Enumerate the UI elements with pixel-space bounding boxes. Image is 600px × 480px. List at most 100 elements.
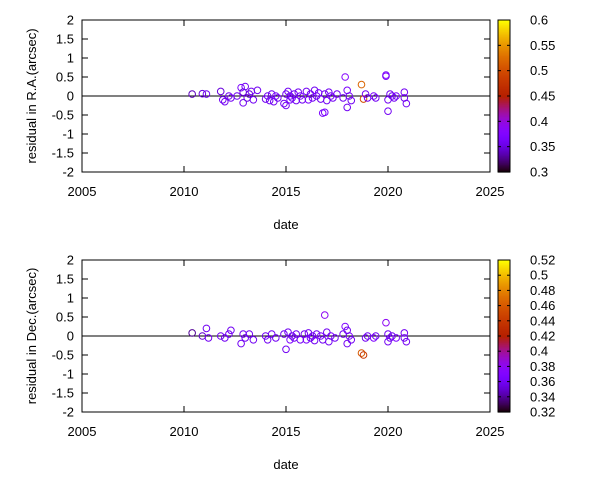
y-tick-label: 1.5 — [56, 272, 74, 287]
colorbar-band — [498, 366, 510, 369]
colorbar-band — [498, 137, 510, 140]
colorbar-tick-label: 0.52 — [530, 253, 555, 268]
colorbar-band — [498, 37, 510, 40]
colorbar-band — [498, 268, 510, 271]
data-point — [308, 332, 317, 340]
colorbar-band — [498, 87, 510, 89]
data-point — [331, 334, 339, 342]
colorbar-band — [498, 155, 510, 158]
colorbar-band — [498, 371, 510, 374]
data-point — [345, 92, 354, 100]
data-point — [343, 103, 352, 112]
data-point — [361, 334, 370, 342]
colorbar-band — [498, 362, 510, 365]
data-point — [280, 330, 288, 338]
data-point — [249, 336, 258, 344]
colorbar-band — [498, 273, 510, 276]
colorbar-band — [498, 404, 510, 407]
data-point — [369, 92, 378, 100]
colorbar-band — [498, 104, 510, 107]
colorbar-band — [498, 54, 510, 57]
colorbar-band — [498, 123, 510, 126]
colorbar-band — [498, 80, 510, 83]
colorbar-band — [498, 279, 510, 281]
data-point — [320, 311, 329, 319]
colorbar-band — [498, 389, 510, 392]
colorbar-band — [498, 21, 510, 24]
colorbar-band — [498, 329, 510, 332]
colorbar-tick-label: 0.5 — [530, 63, 548, 78]
colorbar-band — [498, 356, 510, 359]
colorbar-tick-label: 0.38 — [530, 359, 555, 374]
colorbar-band — [498, 285, 510, 288]
colorbar-band — [498, 55, 510, 58]
data-point — [202, 90, 211, 98]
colorbar-tick-label: 0.44 — [530, 313, 555, 328]
colorbar-band — [498, 161, 510, 164]
colorbar-band — [498, 323, 510, 326]
colorbar-band — [498, 319, 510, 322]
colorbar-band — [498, 141, 510, 144]
colorbar-band — [498, 395, 510, 398]
colorbar-band — [498, 292, 510, 295]
data-point — [288, 94, 296, 102]
data-point — [382, 71, 390, 79]
data-point — [216, 332, 225, 340]
data-point — [400, 334, 409, 342]
colorbar-band — [498, 140, 510, 143]
colorbar-band — [498, 311, 510, 314]
data-point — [296, 336, 305, 344]
data-point — [286, 336, 294, 344]
colorbar-band — [498, 108, 510, 111]
colorbar-band — [498, 127, 510, 130]
colorbar-band — [498, 125, 510, 127]
data-point — [320, 108, 329, 117]
y-tick-label: -2 — [62, 165, 74, 180]
colorbar-band — [498, 118, 510, 121]
colorbar-band — [498, 94, 510, 97]
colorbar-band — [498, 106, 510, 108]
colorbar-band — [498, 271, 510, 274]
x-tick-label: 2005 — [68, 184, 97, 199]
colorbar-band — [498, 370, 510, 373]
data-point — [233, 92, 241, 100]
data-point — [286, 96, 294, 104]
data-point — [347, 96, 356, 105]
data-point — [241, 82, 249, 91]
data-point — [333, 90, 341, 98]
colorbar-band — [498, 45, 510, 48]
x-tick-label: 2025 — [476, 424, 505, 439]
data-point — [221, 334, 229, 342]
colorbar-band — [498, 26, 510, 29]
colorbar-band — [498, 44, 510, 46]
colorbar-band — [498, 30, 510, 32]
data-point — [294, 88, 303, 96]
data-point — [282, 101, 290, 110]
colorbar-band — [498, 330, 510, 333]
colorbar-band — [498, 79, 510, 82]
colorbar-band — [498, 156, 510, 159]
colorbar-band — [498, 348, 510, 351]
colorbar-band — [498, 83, 510, 86]
y-tick-label: -2 — [62, 405, 74, 420]
data-point — [392, 92, 400, 100]
data-point — [298, 96, 307, 104]
colorbar-tick-label: 0.45 — [530, 89, 555, 104]
colorbar-band — [498, 164, 510, 167]
colorbar-band — [498, 322, 510, 324]
data-point — [312, 330, 321, 338]
colorbar-band — [498, 399, 510, 402]
colorbar-band — [498, 73, 510, 76]
colorbar-band — [498, 338, 510, 341]
colorbar-band — [498, 39, 510, 41]
data-point — [202, 324, 211, 333]
data-point — [263, 92, 272, 100]
data-point — [341, 322, 349, 331]
colorbar-band — [498, 334, 510, 337]
colorbar-band — [498, 403, 510, 405]
colorbar-band — [498, 296, 510, 299]
colorbar-band — [498, 136, 510, 139]
colorbar-band — [498, 144, 510, 146]
colorbar-band — [498, 324, 510, 327]
